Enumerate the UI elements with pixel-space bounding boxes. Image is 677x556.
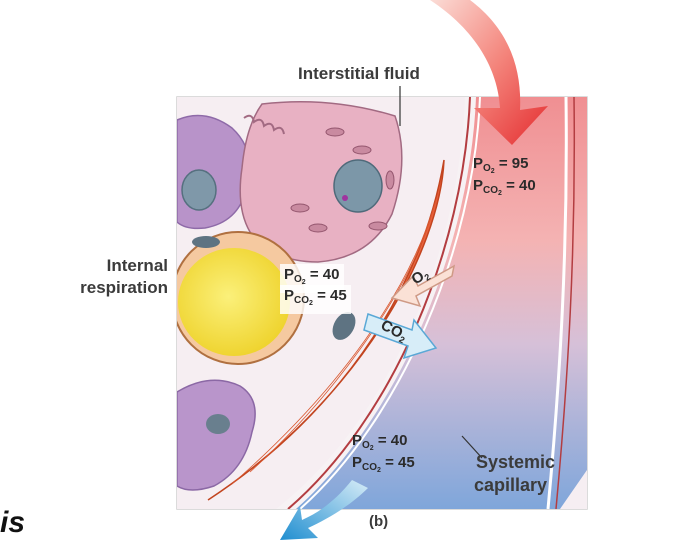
o2-diffusion-arrow [390,264,456,308]
cell-nucleus [192,236,220,248]
co2-diffusion-arrow [363,313,438,360]
venous-pco2: PCO2 = 45 [352,454,415,474]
mitochondrion [368,221,388,231]
internal-respiration-label-line1: Internal [106,256,168,275]
arterial-blood-flow-arrow [430,0,548,145]
systemic-capillary-label-line2: capillary [474,475,548,495]
venous-blood-flow-arrow [280,480,368,540]
systemic-capillary-leader [461,435,483,459]
tissue-cell-purple-lower [177,379,256,491]
internal-respiration-label-line2: respiration [80,278,168,297]
corner-text-fragment: is [0,506,26,539]
nucleolus [342,195,348,201]
cell-nucleus [333,159,383,213]
cell-nucleus [206,414,230,434]
cell-nucleus [181,169,217,211]
tissue-pco2: PCO2 = 45 [280,285,351,314]
tissue-cell-pink [239,101,403,263]
panel-label: (b) [369,513,389,530]
interstitial-fluid-label: Interstitial fluid [298,64,420,83]
fat-droplet [178,248,290,356]
cell-membrane-folds [243,114,285,135]
muscle-nucleus [332,312,356,340]
systemic-capillary-label-line1: Systemic [476,452,556,472]
capillary-outer-wall [546,97,568,509]
mitochondrion [352,145,372,155]
mitochondrion [290,203,310,213]
mitochondrion [385,170,395,190]
capillary-wall-line [299,97,481,509]
mitochondrion [325,127,345,137]
arterial-pco2: PCO2 = 40 [473,177,536,197]
capillary-outer-wall [555,97,576,509]
mitochondrion [308,223,328,233]
arterial-po2: PO2 = 95 [473,155,529,175]
capillary-lumen [296,97,587,509]
venous-po2: PO2 = 40 [352,432,408,452]
